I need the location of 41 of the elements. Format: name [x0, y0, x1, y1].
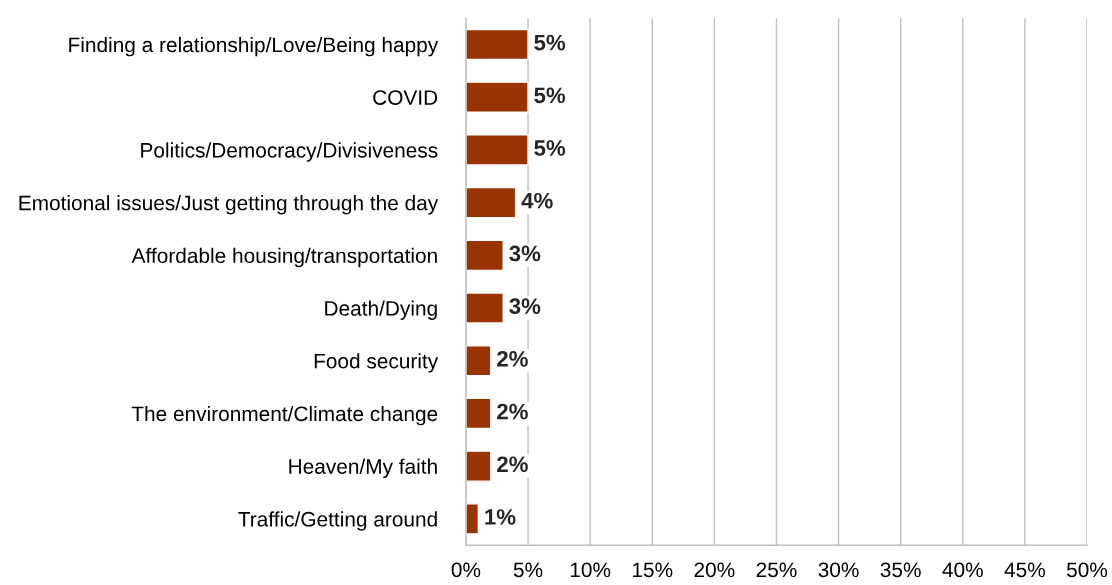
x-tick-label: 40%	[942, 562, 983, 578]
bar	[465, 81, 529, 113]
x-tick-label: 20%	[694, 562, 735, 578]
bar	[465, 397, 492, 430]
bar	[465, 239, 504, 272]
y-tick-label: Traffic/Getting around	[238, 511, 437, 531]
x-tick-label: 5%	[513, 562, 543, 578]
data-label: 2%	[497, 456, 528, 473]
x-tick-label: 45%	[1004, 562, 1045, 578]
x-tick-label: 15%	[632, 562, 673, 578]
y-tick-label: Food security	[314, 353, 439, 373]
data-label: 3%	[509, 298, 541, 315]
x-tick-label: 30%	[818, 562, 859, 578]
bar	[465, 503, 480, 535]
x-tick-label: 25%	[756, 562, 797, 578]
data-label: 2%	[497, 350, 528, 367]
y-tick-label: Heaven/My faith	[289, 458, 437, 479]
bar	[465, 186, 517, 219]
x-tick-label: 0%	[451, 562, 481, 578]
bar	[465, 345, 492, 377]
x-tick-label: 50%	[1066, 562, 1108, 578]
y-tick-label: Affordable housing/transportation	[131, 247, 437, 268]
y-tick-label: Death/Dying	[325, 300, 437, 320]
bar	[465, 134, 529, 166]
x-tick-label: 35%	[880, 562, 921, 578]
bar	[465, 450, 492, 482]
data-label: 5%	[534, 34, 566, 51]
y-tick-label: The environment/Climate change	[131, 405, 438, 426]
data-label: 5%	[534, 140, 566, 156]
data-label: 4%	[521, 192, 553, 209]
data-label: 5%	[534, 87, 566, 104]
y-tick-label: Finding a relationship/Love/Being happy	[69, 36, 439, 57]
data-label: 3%	[509, 245, 541, 262]
x-tick-label: 10%	[570, 562, 611, 578]
data-label: 1%	[485, 509, 516, 525]
bar	[465, 292, 504, 324]
y-tick-label: Politics/Democracy/Divisiveness	[141, 142, 438, 162]
y-tick-label: Emotional issues/Just getting through the day	[19, 195, 439, 215]
data-label: 2%	[497, 403, 528, 420]
bar	[465, 28, 529, 61]
y-tick-label: COVID	[373, 90, 438, 105]
